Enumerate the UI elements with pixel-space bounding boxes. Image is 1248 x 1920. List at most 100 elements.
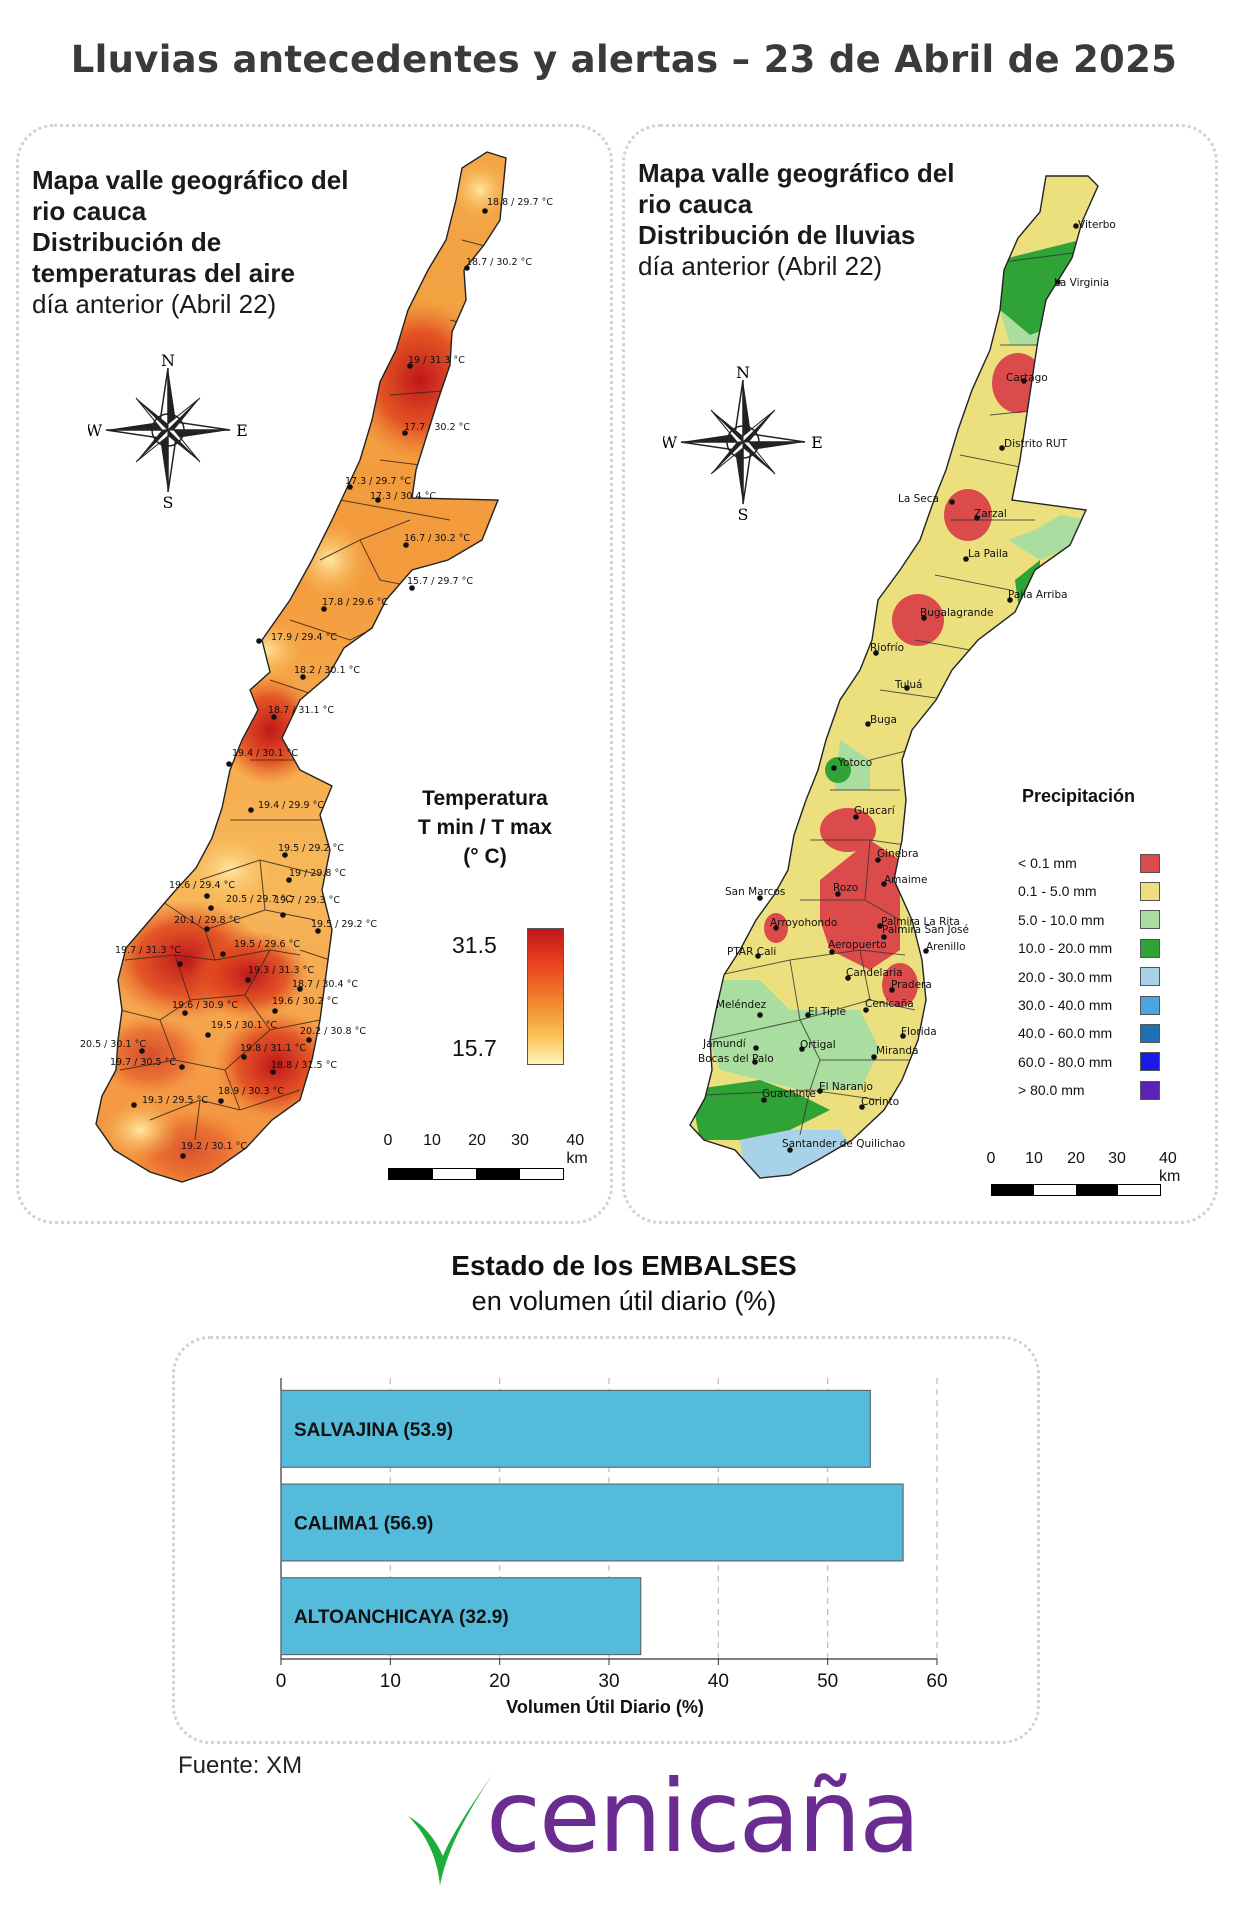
place-dot — [799, 1046, 805, 1052]
station-dot — [139, 1048, 145, 1054]
place-label: Buga — [870, 714, 897, 726]
station-label: 20.5 / 29.7 °C — [226, 894, 292, 905]
station-dot — [321, 606, 327, 612]
station-label: 20.2 / 30.8 °C — [300, 1026, 366, 1037]
station-dot — [375, 497, 381, 503]
station-dot — [245, 977, 251, 983]
station-dot — [402, 430, 408, 436]
temperature-legend-min: 15.7 — [452, 1035, 497, 1061]
place-dot — [963, 556, 969, 562]
place-label: El Tiple — [808, 1006, 846, 1018]
temperature-map: 18.8 / 29.7 °C 18.7 / 30.2 °C 19 / 31.3 °C… — [80, 151, 553, 1183]
place-label: Paila Arriba — [1008, 589, 1068, 601]
place-dot — [831, 765, 837, 771]
station-dot — [300, 674, 306, 680]
station-dot — [179, 1064, 185, 1070]
place-dot — [853, 814, 859, 820]
precipitation-legend-row: 60.0 - 80.0 mm — [1018, 1051, 1168, 1073]
place-label: Guachinte — [762, 1088, 816, 1100]
station-label: 18.7 / 31.1 °C — [268, 705, 334, 716]
station-label: 19.5 / 29.2 °C — [311, 919, 377, 930]
svg-text:S: S — [738, 505, 749, 522]
temperature-map-panel — [16, 124, 613, 1224]
precipitation-legend-label: 40.0 - 60.0 mm — [1018, 1025, 1113, 1042]
place-label: Bocas del Palo — [698, 1053, 774, 1065]
place-label: Tuluá — [894, 679, 922, 691]
place-dot — [753, 1045, 759, 1051]
station-label: 18.8 / 31.5 °C — [271, 1060, 337, 1071]
x-tick-label: 0 — [276, 1671, 287, 1692]
precipitation-legend-label: > 80.0 mm — [1018, 1082, 1085, 1099]
station-label: 19 / 29.8 °C — [289, 868, 346, 879]
station-dot — [286, 877, 292, 883]
svg-text:S: S — [163, 493, 174, 510]
place-label: Amaime — [884, 874, 927, 886]
station-label: 19.5 / 30.1 °C — [211, 1020, 277, 1031]
place-dot — [757, 895, 763, 901]
precipitation-legend-label: < 0.1 mm — [1018, 855, 1077, 871]
station-dot — [220, 951, 226, 957]
place-label: PTAR Cali — [727, 946, 776, 958]
station-label: 18.7 / 30.2 °C — [466, 257, 532, 268]
station-label: 19.5 / 29.2 °C — [278, 843, 344, 854]
place-dot — [881, 881, 887, 887]
station-label: 18.2 / 30.1 °C — [294, 665, 360, 676]
place-dot — [875, 857, 881, 863]
station-label: 19.5 / 29.6 °C — [234, 939, 300, 950]
station-dot — [241, 1054, 247, 1060]
place-dot — [817, 1088, 823, 1094]
bar — [280, 1389, 871, 1468]
svg-text:E: E — [811, 433, 823, 452]
station-label: 19.4 / 29.9 °C — [258, 800, 324, 811]
place-label: Arroyohondo — [770, 917, 837, 929]
bar — [280, 1577, 642, 1656]
place-label: Cenicaña — [865, 998, 914, 1010]
place-label: San Marcos — [725, 886, 785, 898]
svg-text:W: W — [663, 433, 678, 452]
reservoirs-bar-chart: 0 10 20 30 40 50 60 SALVAJINA (53.9) CALIMA1 (56… — [276, 1378, 948, 1717]
station-dot — [403, 542, 409, 548]
station-dot — [270, 1069, 276, 1075]
place-label: Guacarí — [854, 805, 896, 817]
place-label: Pradera — [891, 979, 932, 991]
station-label: 19.8 / 31.1 °C — [240, 1043, 306, 1054]
rain-map-title: Mapa valle geográfico del rio cauca Dist… — [638, 158, 955, 281]
place-label: Zarzal — [974, 508, 1007, 520]
place-label: Viterbo — [1078, 219, 1116, 231]
rain-map-panel — [622, 124, 1218, 1224]
station-label: 19.7 / 29.3 °C — [274, 895, 340, 906]
place-dot — [881, 934, 887, 940]
place-label: Bugalagrande — [920, 607, 994, 619]
place-label: La Virginia — [1054, 277, 1109, 289]
place-dot — [1007, 597, 1013, 603]
station-dot — [256, 638, 262, 644]
precipitation-legend-row: 10.0 - 20.0 mm — [1018, 937, 1168, 959]
precipitation-legend-row: 30.0 - 40.0 mm — [1018, 994, 1168, 1016]
place-dot — [949, 499, 955, 505]
bar-label: ALTOANCHICAYA (32.9) — [294, 1607, 509, 1628]
station-label: 17.8 / 29.6 °C — [322, 597, 388, 608]
precipitation-legend-row: 40.0 - 60.0 mm — [1018, 1022, 1168, 1044]
station-label: 19.6 / 30.9 °C — [172, 1000, 238, 1011]
rain-map-subtitle: día anterior (Abril 22) — [638, 251, 883, 281]
svg-text:N: N — [161, 351, 175, 370]
station-label: 19.7 / 30.5 °C — [110, 1057, 176, 1068]
station-label: 19.7 / 31.3 °C — [115, 945, 181, 956]
compass-rose-icon: N S E W — [88, 351, 248, 510]
station-dot — [226, 761, 232, 767]
precipitation-legend-swatch — [1140, 967, 1160, 987]
station-dot — [306, 1037, 312, 1043]
precipitation-legend-row: 0.1 - 5.0 mm — [1018, 880, 1168, 902]
station-label: 19.3 / 29.5 °C — [142, 1095, 208, 1106]
place-dot — [1073, 223, 1079, 229]
station-label: 19.6 / 30.2 °C — [272, 996, 338, 1007]
temperature-legend-title: Temperatura T min / T max (° C) — [417, 787, 553, 868]
place-dot — [923, 948, 929, 954]
scale-bar-rain: 0 10 20 30 40 km — [987, 1150, 1198, 1205]
place-dot — [845, 975, 851, 981]
station-dot — [282, 852, 288, 858]
x-tick-label: 20 — [489, 1671, 510, 1692]
precipitation-legend-swatch — [1140, 995, 1160, 1015]
x-tick-label: 60 — [926, 1671, 947, 1692]
precipitation-legend-swatch — [1140, 1052, 1160, 1072]
